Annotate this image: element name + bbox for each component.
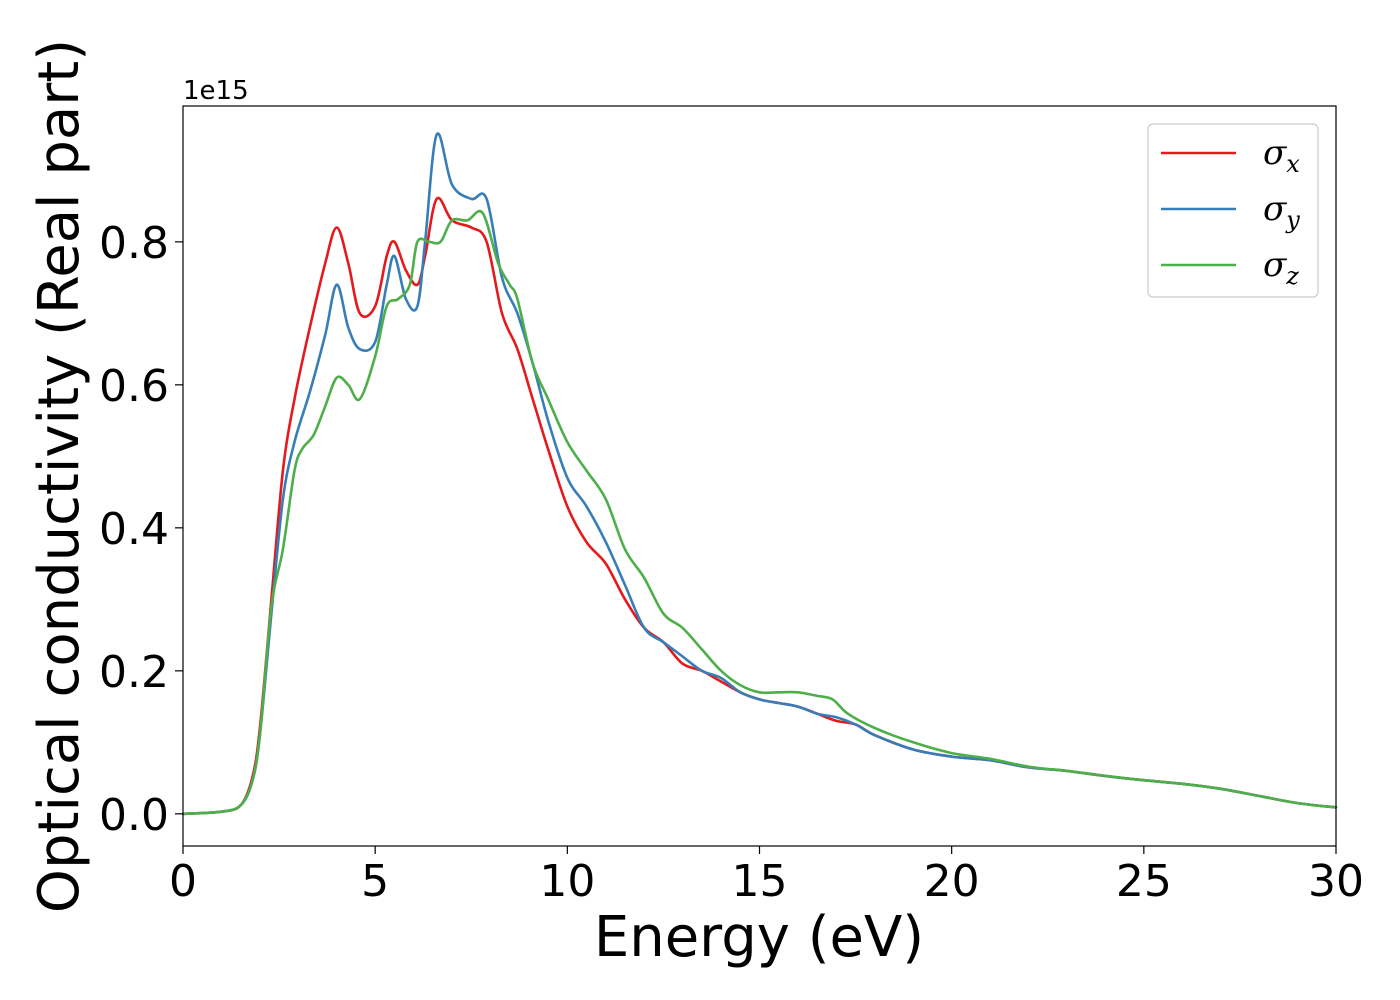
y-tick-label: 0.0: [99, 790, 169, 841]
y-axis-label: Optical conductivity (Real part): [27, 39, 92, 913]
x-tick-label: 0: [169, 856, 197, 907]
x-tick-label: 25: [1116, 856, 1172, 907]
x-axis-label: Energy (eV): [594, 905, 924, 970]
y-offset-text: 1e15: [183, 76, 249, 106]
series-line-y: [181, 132, 1338, 816]
x-tick-label: 20: [924, 856, 980, 907]
plot-background: [183, 106, 1336, 846]
x-tick-label: 10: [539, 856, 595, 907]
series-layer: [181, 132, 1338, 816]
y-tick-label: 0.6: [99, 361, 169, 412]
x-axis-ticks: 0 5 10 15 20 25 30: [169, 846, 1364, 907]
y-tick-label: 0.2: [99, 647, 169, 698]
y-axis-ticks: 0.0 0.2 0.4 0.6 0.8: [99, 218, 183, 841]
y-tick-label: 0.4: [99, 504, 169, 555]
series-line-z: [181, 209, 1338, 816]
x-tick-label: 15: [732, 856, 788, 907]
x-tick-label: 5: [361, 856, 389, 907]
y-tick-label: 0.8: [99, 218, 169, 269]
legend-box: [1147, 123, 1319, 298]
x-tick-label: 30: [1308, 856, 1364, 907]
